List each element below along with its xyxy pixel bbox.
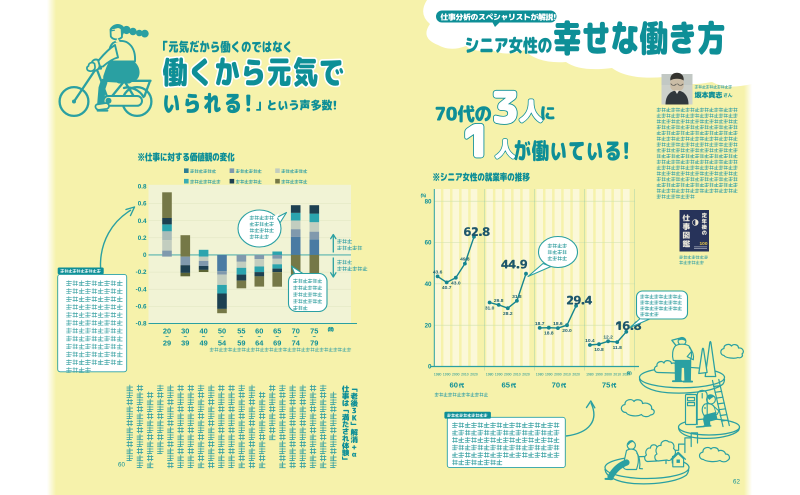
- svg-text:~: ~: [202, 334, 206, 341]
- svg-text:49: 49: [199, 339, 207, 348]
- svg-text:59: 59: [237, 339, 245, 348]
- svg-text:18.8: 18.8: [544, 331, 554, 337]
- svg-text:60: 60: [118, 462, 125, 469]
- svg-text:2020: 2020: [522, 373, 530, 377]
- svg-text:0: 0: [143, 252, 147, 259]
- svg-text:2010: 2010: [613, 373, 621, 377]
- svg-text:43.0: 43.0: [451, 281, 461, 287]
- svg-text:10.4: 10.4: [585, 338, 595, 344]
- svg-text:-0.2: -0.2: [136, 269, 147, 276]
- svg-text:0.2: 0.2: [138, 235, 147, 242]
- svg-text:1990: 1990: [545, 373, 553, 377]
- svg-text:54: 54: [218, 339, 227, 348]
- svg-text:1980: 1980: [586, 373, 594, 377]
- svg-text:2020: 2020: [623, 373, 631, 377]
- svg-text:75: 75: [602, 380, 611, 389]
- svg-text:2010: 2010: [513, 373, 521, 377]
- svg-text:~: ~: [220, 334, 224, 341]
- svg-text:60: 60: [425, 240, 432, 247]
- svg-text:10.8: 10.8: [594, 347, 604, 353]
- svg-text:1990: 1990: [443, 373, 451, 377]
- svg-text:0: 0: [428, 364, 432, 371]
- svg-text:1980: 1980: [486, 373, 494, 377]
- svg-text:79: 79: [310, 339, 318, 348]
- svg-text:65: 65: [502, 380, 511, 389]
- svg-text:31.8: 31.8: [512, 294, 522, 300]
- svg-text:1990: 1990: [595, 373, 603, 377]
- svg-text:29: 29: [163, 339, 171, 348]
- svg-text:40.7: 40.7: [442, 285, 452, 291]
- svg-text:2010: 2010: [461, 373, 469, 377]
- svg-text:31.0: 31.0: [485, 305, 495, 311]
- svg-text:70: 70: [292, 327, 300, 336]
- svg-text:43.6: 43.6: [433, 270, 443, 276]
- svg-text:29.8: 29.8: [494, 298, 504, 304]
- svg-text:11.8: 11.8: [613, 345, 623, 351]
- svg-text:30: 30: [181, 327, 189, 336]
- svg-text:2020: 2020: [572, 373, 580, 377]
- svg-text:~: ~: [312, 334, 316, 341]
- svg-text:60: 60: [255, 327, 263, 336]
- svg-text:20: 20: [163, 327, 171, 336]
- svg-text:49.8: 49.8: [460, 257, 470, 263]
- svg-text:~: ~: [257, 334, 261, 341]
- svg-text:80: 80: [425, 198, 432, 205]
- svg-text:~: ~: [275, 334, 279, 341]
- svg-text:-0.8: -0.8: [136, 321, 147, 328]
- svg-text:1980: 1980: [536, 373, 544, 377]
- svg-text:74: 74: [292, 339, 301, 348]
- svg-text:55: 55: [237, 327, 245, 336]
- svg-text:64: 64: [255, 339, 264, 348]
- svg-text:0.4: 0.4: [138, 218, 147, 225]
- svg-text:62: 62: [733, 479, 740, 486]
- svg-text:0.6: 0.6: [138, 201, 147, 208]
- svg-text:1990: 1990: [495, 373, 503, 377]
- svg-text:-0.6: -0.6: [136, 304, 147, 311]
- svg-text:100: 100: [699, 241, 707, 247]
- svg-text:28.2: 28.2: [503, 311, 513, 317]
- svg-text:70: 70: [552, 380, 560, 389]
- svg-text:~: ~: [183, 334, 187, 341]
- svg-text:18.7: 18.7: [535, 321, 545, 327]
- svg-text:2000: 2000: [504, 373, 512, 377]
- svg-text:0.8: 0.8: [138, 184, 147, 191]
- svg-text:2000: 2000: [554, 373, 562, 377]
- svg-text:20.0: 20.0: [562, 328, 572, 334]
- svg-text:~: ~: [294, 334, 298, 341]
- svg-text:60: 60: [450, 380, 458, 389]
- svg-text:65: 65: [273, 327, 281, 336]
- svg-text:69: 69: [273, 339, 281, 348]
- svg-text:20: 20: [425, 322, 432, 329]
- svg-text:40: 40: [425, 281, 432, 288]
- svg-text:50: 50: [218, 327, 226, 336]
- svg-text:1980: 1980: [434, 373, 442, 377]
- svg-text:40: 40: [199, 327, 207, 336]
- svg-text:~: ~: [165, 334, 169, 341]
- svg-text:-0.4: -0.4: [136, 286, 147, 293]
- svg-text:2000: 2000: [452, 373, 460, 377]
- svg-text:39: 39: [181, 339, 189, 348]
- svg-text:2010: 2010: [563, 373, 571, 377]
- svg-text:75: 75: [310, 327, 318, 336]
- svg-text:2020: 2020: [470, 373, 478, 377]
- svg-text:2000: 2000: [604, 373, 612, 377]
- svg-text:18.6: 18.6: [553, 321, 563, 327]
- svg-text:12.2: 12.2: [603, 334, 613, 340]
- svg-text:~: ~: [240, 334, 244, 341]
